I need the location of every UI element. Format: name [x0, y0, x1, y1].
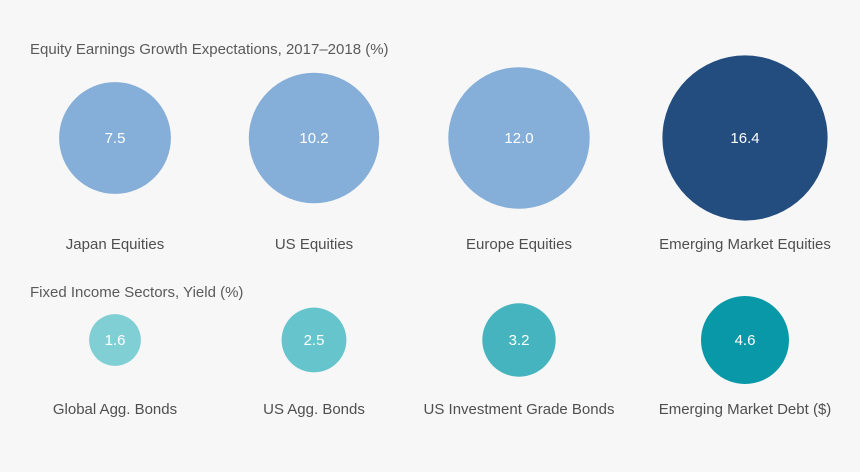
equity-value-label-2: 10.2: [299, 130, 328, 147]
equity-bubble-2: [248, 72, 380, 204]
equity-category-label-2: US Equities: [275, 236, 353, 253]
fixed-income-value-label-4: 4.6: [735, 332, 756, 349]
equity-value-label-4: 16.4: [730, 130, 759, 147]
fixed-income-bubbles: 1.6 Global Agg. Bonds 2.5 US Agg. Bonds 3.2 U…: [53, 296, 831, 418]
equity-bubbles: 7.5 Japan Equities 10.2 US Equities 12.0 Euro…: [59, 55, 831, 253]
equity-bubble-1: [59, 82, 171, 194]
fixed-income-category-label-3: US Investment Grade Bonds: [424, 401, 615, 418]
equity-category-label-4: Emerging Market Equities: [659, 236, 831, 253]
equity-category-label-3: Europe Equities: [466, 236, 572, 253]
fixed-income-chart-title: Fixed Income Sectors, Yield (%): [30, 284, 243, 301]
fixed-income-bubble-4: [701, 296, 789, 384]
fixed-income-value-label-1: 1.6: [105, 332, 126, 349]
fixed-income-bubble-3: [482, 303, 556, 377]
fixed-income-bubble-1: [89, 314, 141, 366]
equity-bubble-4: [662, 55, 828, 221]
equity-value-label-1: 7.5: [105, 130, 126, 147]
equity-chart-title: Equity Earnings Growth Expectations, 201…: [30, 41, 389, 58]
fixed-income-category-label-2: US Agg. Bonds: [263, 401, 365, 418]
fixed-income-category-label-4: Emerging Market Debt ($): [659, 401, 832, 418]
fixed-income-category-label-1: Global Agg. Bonds: [53, 401, 177, 418]
equity-category-label-1: Japan Equities: [66, 236, 164, 253]
fixed-income-bubble-2: [281, 307, 347, 373]
fixed-income-value-label-3: 3.2: [509, 332, 530, 349]
equity-bubble-3: [448, 67, 590, 209]
fixed-income-value-label-2: 2.5: [304, 332, 325, 349]
equity-value-label-3: 12.0: [504, 130, 533, 147]
